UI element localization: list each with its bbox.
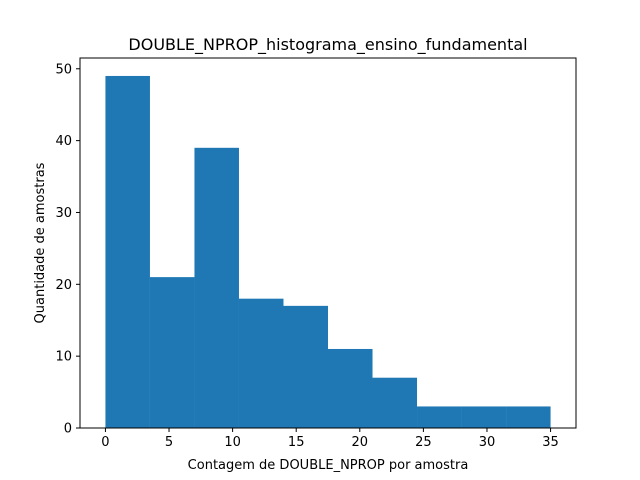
- x-tick-label: 25: [415, 435, 432, 450]
- histogram-bar: [506, 406, 551, 428]
- y-axis-ticks: 0 10 20 30 40 50: [55, 62, 80, 437]
- histogram-bar: [149, 277, 195, 428]
- histogram-bar: [105, 75, 150, 428]
- histogram-bar: [283, 305, 328, 428]
- x-axis-ticks: 0 5 10 15 20 25 30 35: [101, 428, 559, 450]
- histogram-bar: [238, 298, 284, 428]
- bars-group: [105, 75, 551, 428]
- x-tick-label: 10: [224, 435, 241, 450]
- x-tick-label: 30: [479, 435, 496, 450]
- x-tick-label: 15: [288, 435, 305, 450]
- histogram-bar: [194, 147, 239, 428]
- histogram-bar: [461, 406, 507, 428]
- y-tick-label: 10: [55, 350, 72, 365]
- x-tick-label: 20: [352, 435, 369, 450]
- x-tick-label: 0: [101, 435, 109, 450]
- x-tick-label: 35: [542, 435, 559, 450]
- histogram-bar: [372, 377, 418, 428]
- histogram-bar: [328, 348, 373, 428]
- y-axis-label: Quantidade de amostras: [33, 162, 48, 323]
- y-tick-label: 50: [55, 62, 72, 77]
- x-axis-label: Contagem de DOUBLE_NPROP por amostra: [188, 458, 469, 473]
- x-tick-label: 5: [165, 435, 173, 450]
- plot-frame: [79, 57, 577, 429]
- y-tick-label: 40: [55, 134, 72, 149]
- y-tick-label: 20: [55, 278, 72, 293]
- y-tick-label: 0: [64, 422, 72, 437]
- y-tick-label: 30: [55, 206, 72, 221]
- histogram-bar: [417, 406, 462, 428]
- chart-title: DOUBLE_NPROP_histograma_ensino_fundament…: [128, 35, 527, 55]
